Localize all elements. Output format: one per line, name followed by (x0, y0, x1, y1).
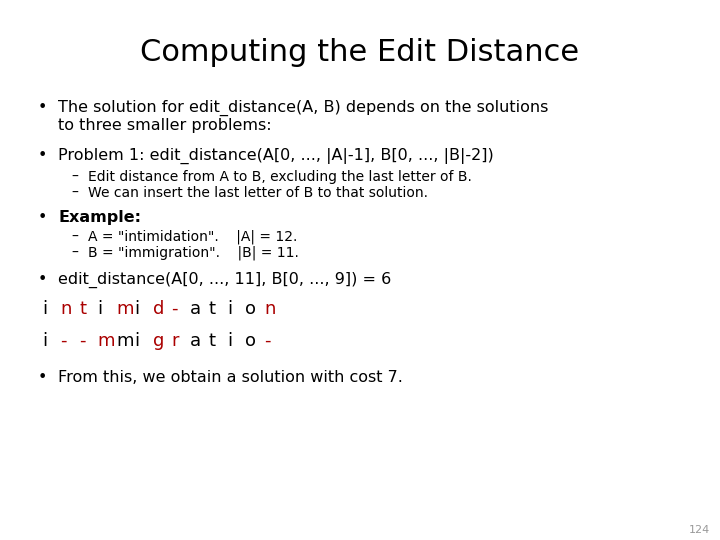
Text: The solution for edit_distance(A, B) depends on the solutions: The solution for edit_distance(A, B) dep… (58, 100, 549, 116)
Text: m: m (116, 300, 133, 318)
Text: i: i (227, 332, 232, 350)
Text: t: t (79, 300, 86, 318)
Text: a: a (190, 332, 201, 350)
Text: n: n (60, 300, 72, 318)
Text: m: m (116, 332, 133, 350)
Text: i: i (135, 300, 140, 318)
Text: edit_distance(A[0, ..., 11], B[0, ..., 9]) = 6: edit_distance(A[0, ..., 11], B[0, ..., 9… (58, 272, 391, 288)
Text: •: • (37, 272, 47, 287)
Text: i: i (97, 300, 103, 318)
Text: Edit distance from A to B, excluding the last letter of B.: Edit distance from A to B, excluding the… (88, 170, 472, 184)
Text: -: - (60, 332, 67, 350)
Text: •: • (37, 370, 47, 385)
Text: t: t (209, 300, 215, 318)
Text: t: t (209, 332, 215, 350)
Text: r: r (171, 332, 179, 350)
Text: g: g (153, 332, 164, 350)
Text: m: m (97, 332, 115, 350)
Text: –: – (71, 246, 78, 260)
Text: Problem 1: edit_distance(A[0, ..., |A|-1], B[0, ..., |B|-2]): Problem 1: edit_distance(A[0, ..., |A|-1… (58, 148, 494, 164)
Text: o: o (246, 300, 256, 318)
Text: From this, we obtain a solution with cost 7.: From this, we obtain a solution with cos… (58, 370, 403, 385)
Text: Example:: Example: (58, 210, 141, 225)
Text: a: a (190, 300, 201, 318)
Text: i: i (135, 332, 140, 350)
Text: n: n (264, 300, 275, 318)
Text: •: • (37, 148, 47, 163)
Text: 124: 124 (689, 525, 710, 535)
Text: d: d (153, 300, 164, 318)
Text: i: i (42, 300, 47, 318)
Text: -: - (171, 300, 178, 318)
Text: –: – (71, 170, 78, 184)
Text: -: - (79, 332, 86, 350)
Text: •: • (37, 210, 47, 225)
Text: i: i (227, 300, 232, 318)
Text: to three smaller problems:: to three smaller problems: (58, 118, 271, 133)
Text: o: o (246, 332, 256, 350)
Text: -: - (264, 332, 271, 350)
Text: A = "intimidation".    |A| = 12.: A = "intimidation". |A| = 12. (88, 230, 297, 245)
Text: Computing the Edit Distance: Computing the Edit Distance (140, 38, 580, 67)
Text: We can insert the last letter of B to that solution.: We can insert the last letter of B to th… (88, 186, 428, 200)
Text: B = "immigration".    |B| = 11.: B = "immigration". |B| = 11. (88, 246, 299, 260)
Text: –: – (71, 186, 78, 200)
Text: –: – (71, 230, 78, 244)
Text: i: i (42, 332, 47, 350)
Text: •: • (37, 100, 47, 115)
